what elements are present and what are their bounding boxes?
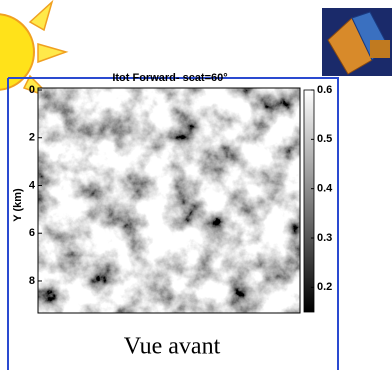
y-tick-label: 4	[29, 179, 36, 191]
y-axis-label: Y (km)	[12, 188, 24, 222]
colorbar-tick-label: 0.4	[317, 183, 333, 195]
plot-title: Itot Forward- scat=60°	[112, 72, 227, 84]
cloud-image	[38, 88, 300, 313]
colorbar-tick-label: 0.6	[317, 84, 332, 96]
caption: Vue avant	[124, 334, 221, 360]
colorbar-tick-label: 0.2	[317, 281, 332, 293]
colorbar	[304, 90, 314, 312]
colorbar-tick-label: 0.5	[317, 133, 332, 145]
y-tick-label: 8	[29, 275, 35, 287]
y-tick-label: 2	[29, 132, 35, 144]
colorbar-tick-label: 0.3	[317, 232, 332, 244]
satellite-icon	[322, 8, 392, 76]
y-tick-label: 6	[29, 227, 35, 239]
y-tick-label: 0	[29, 84, 35, 96]
slide: Itot Forward- scat=60° Y (km) Vue avant …	[0, 0, 392, 370]
